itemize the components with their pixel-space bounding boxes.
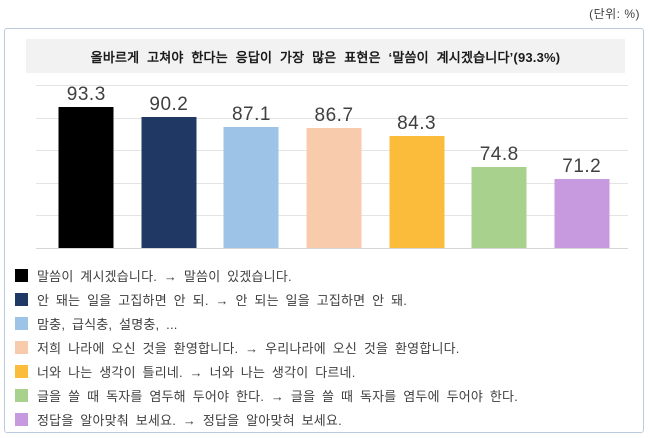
- legend-swatch-6: [15, 388, 28, 402]
- legend-label-6: 글을 쓸 때 독자를 염두해 두어야 한다. → 글을 쓸 때 독자를 염두에 …: [37, 388, 518, 404]
- legend-swatch-1: [15, 268, 28, 282]
- legend-label-7: 정답을 알아맞춰 보세요. → 정답을 알아맞혀 보세요.: [37, 412, 342, 428]
- bar-slot-7: 71.2: [540, 85, 623, 248]
- bar-7: [554, 178, 610, 248]
- bar-value-label-7: 71.2: [562, 155, 602, 177]
- bar-1: [58, 106, 114, 248]
- bar-slot-5: 84.3: [375, 85, 458, 248]
- legend-label-1: 말씀이 계시겠습니다. → 말씀이 있겠습니다.: [37, 268, 292, 284]
- bar-slot-4: 86.7: [293, 85, 376, 248]
- bar-6: [471, 167, 527, 248]
- legend-label-4: 저희 나라에 오신 것을 환영합니다. → 우리나라에 오신 것을 환영합니다.: [37, 340, 460, 356]
- legend-label-3: 맘충, 급식충, 설명충, ...: [37, 316, 178, 332]
- chart-title: 올바르게 고쳐야 한다는 응답이 가장 많은 표현은 ‘말씀이 계시겠습니다’(…: [90, 49, 561, 65]
- bar-value-label-2: 90.2: [149, 93, 189, 115]
- bar-value-label-3: 87.1: [231, 104, 271, 126]
- legend-label-2: 안 돼는 일을 고집하면 안 되. → 안 되는 일을 고집하면 안 돼.: [37, 292, 408, 308]
- legend-item-6: 글을 쓸 때 독자를 염두해 두어야 한다. → 글을 쓸 때 독자를 염두에 …: [15, 383, 633, 407]
- bar-value-label-1: 93.3: [66, 83, 106, 105]
- gridline-50: [36, 248, 628, 249]
- unit-label: (단위: %): [589, 7, 640, 21]
- legend-item-1: 말씀이 계시겠습니다. → 말씀이 있겠습니다.: [15, 263, 633, 287]
- legend-swatch-4: [15, 340, 28, 354]
- bar-4: [306, 128, 362, 248]
- legend-item-2: 안 돼는 일을 고집하면 안 되. → 안 되는 일을 고집하면 안 돼.: [15, 287, 633, 311]
- gridline-100: [36, 85, 628, 86]
- legend-item-3: 맘충, 급식충, 설명충, ...: [15, 311, 633, 335]
- chart-title-band: 올바르게 고쳐야 한다는 응답이 가장 많은 표현은 ‘말씀이 계시겠습니다’(…: [26, 39, 625, 73]
- bar-3: [223, 127, 279, 248]
- chart-legend: 말씀이 계시겠습니다. → 말씀이 있겠습니다. 안 돼는 일을 고집하면 안 되…: [15, 263, 633, 431]
- legend-label-5: 너와 나는 생각이 틀리네. → 너와 나는 생각이 다르네.: [37, 364, 356, 380]
- bar-5: [389, 136, 445, 248]
- bar-value-label-6: 74.8: [479, 144, 519, 166]
- legend-item-7: 정답을 알아맞춰 보세요. → 정답을 알아맞혀 보세요.: [15, 407, 633, 431]
- bar-slot-1: 93.3: [45, 85, 128, 248]
- chart-figure: 올바르게 고쳐야 한다는 응답이 가장 많은 표현은 ‘말씀이 계시겠습니다’(…: [4, 28, 644, 433]
- legend-swatch-3: [15, 316, 28, 330]
- bar-value-label-5: 84.3: [397, 113, 437, 135]
- legend-swatch-7: [15, 412, 28, 426]
- legend-item-4: 저희 나라에 오신 것을 환영합니다. → 우리나라에 오신 것을 환영합니다.: [15, 335, 633, 359]
- gridline-90: [36, 117, 628, 119]
- bar-slot-6: 74.8: [458, 85, 541, 248]
- legend-item-5: 너와 나는 생각이 틀리네. → 너와 나는 생각이 다르네.: [15, 359, 633, 383]
- bar-value-label-4: 86.7: [314, 105, 354, 127]
- bar-slot-3: 87.1: [210, 85, 293, 248]
- bar-2: [141, 116, 197, 248]
- legend-swatch-2: [15, 292, 28, 306]
- legend-swatch-5: [15, 364, 28, 378]
- plot-bars: 93.3 90.2 87.1 86.7 84.3 74.8 71.2: [45, 85, 623, 248]
- bar-slot-2: 90.2: [128, 85, 211, 248]
